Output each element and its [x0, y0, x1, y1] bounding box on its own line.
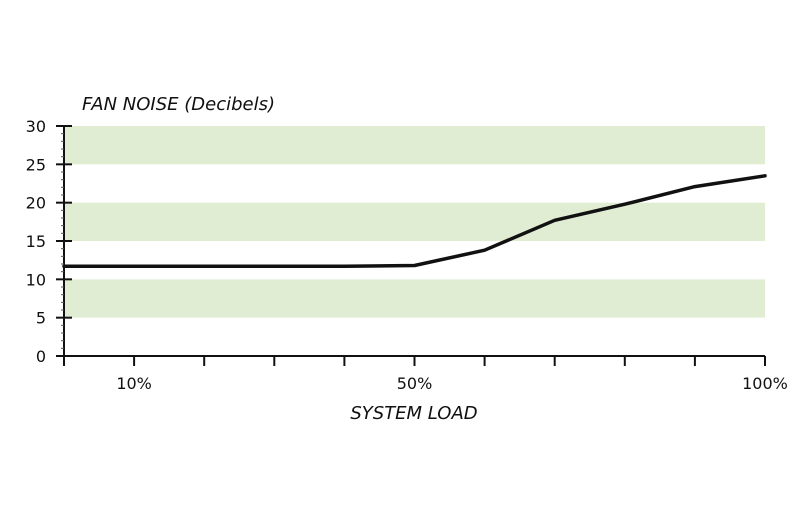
y-tick-label: 5: [36, 309, 46, 328]
band-0: [64, 279, 765, 318]
band-2: [64, 126, 765, 165]
series-layer: [62, 174, 767, 269]
band-1: [64, 202, 765, 241]
x-tick-label: 100%: [742, 374, 788, 393]
y-tick-label: 10: [26, 270, 46, 289]
y-tick-label: 15: [26, 232, 46, 251]
x-tick-label: 50%: [397, 374, 433, 393]
x-axis-title: SYSTEM LOAD: [350, 403, 477, 424]
y-axis-title: FAN NOISE (Decibels): [82, 94, 275, 115]
y-tick-label: 25: [26, 155, 46, 174]
background-bands: [64, 126, 765, 318]
y-tick-label: 20: [26, 194, 46, 213]
y-tick-label: 30: [26, 117, 46, 136]
y-tick-label: 0: [36, 347, 46, 366]
x-tick-label: 10%: [116, 374, 152, 393]
series-line-0: [62, 174, 767, 269]
ticks: 0 5 10 15 20 25 30 10% 50% 100%: [26, 117, 788, 393]
